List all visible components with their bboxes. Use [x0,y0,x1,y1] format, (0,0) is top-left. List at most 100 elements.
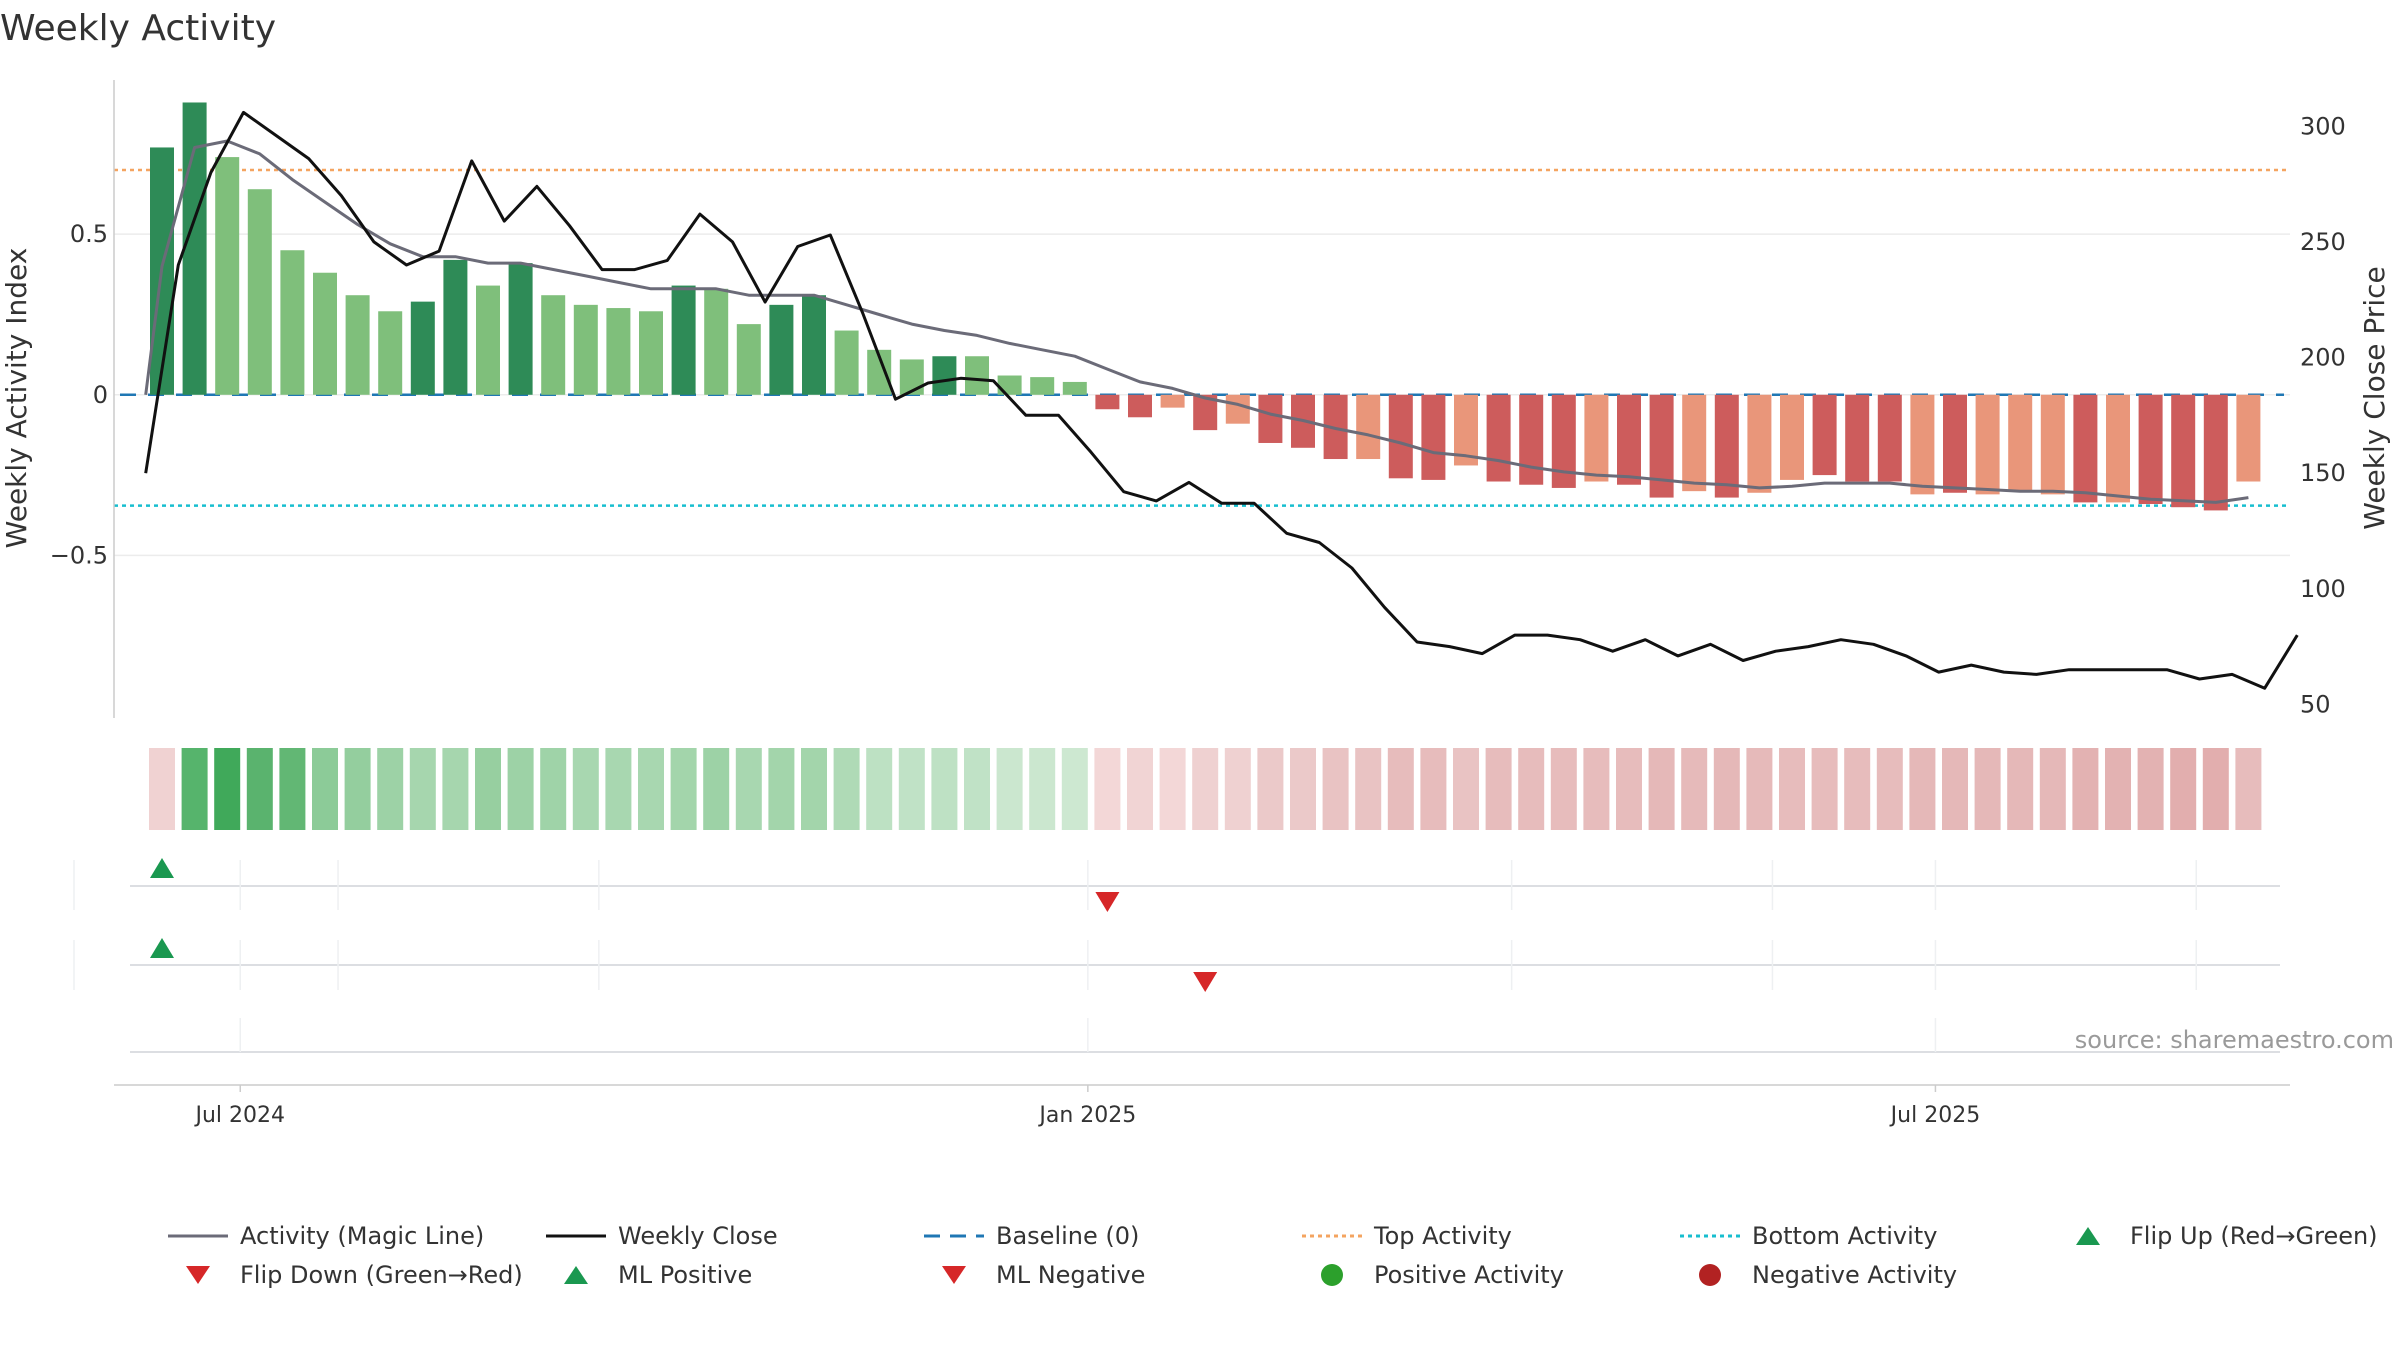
heat-cell [507,748,534,830]
heat-cell [1257,748,1284,830]
right-tick-label: 50 [2300,690,2331,718]
activity-bar [573,304,598,395]
activity-bar [834,330,859,395]
axes: 0.5 0 −0.5 300 250 200 150 100 50 Weekly Activity… [0,80,2391,718]
heat-cell [2039,748,2066,830]
legend-label: ML Positive [618,1261,752,1289]
heat-cell [768,748,795,830]
flip-up-marker [150,858,174,878]
activity-bar [1519,394,1544,485]
heat-cell [670,748,697,830]
legend-label: Activity (Magic Line) [240,1222,484,1250]
heat-cell [2105,748,2131,830]
heat-cell [1779,748,1805,830]
activity-heat-strip [149,748,2262,830]
activity-bar [1714,394,1739,498]
activity-bar [997,375,1022,395]
legend-item: Flip Down (Green→Red) [186,1261,523,1289]
heat-cell [996,748,1023,830]
heat-cell [1453,748,1479,830]
activity-bar [378,311,403,395]
magic-line-series [144,139,2249,504]
heat-cell [312,748,338,830]
legend-label: ML Negative [996,1261,1145,1289]
activity-bar [2203,394,2228,511]
activity-bar [2106,394,2130,503]
activity-bar [476,285,500,395]
right-tick-label: 100 [2300,575,2346,603]
right-tick-label: 250 [2300,228,2346,256]
activity-bar [1943,394,1967,493]
legend-swatch [564,1266,588,1284]
legend-label: Positive Activity [1374,1261,1564,1289]
legend-label: Bottom Activity [1752,1222,1937,1250]
heat-cell [1355,748,1382,830]
legend-item: Weekly Close [546,1222,778,1250]
heat-cell [377,748,404,830]
heat-cell [1681,748,1708,830]
activity-bar [1845,394,1870,482]
legend-swatch [1321,1264,1343,1286]
signal-rows [73,858,2280,1053]
activity-bar [1617,394,1641,485]
heat-cell [1518,748,1545,830]
chart-title: Weekly Activity [0,8,276,49]
activity-bar [1030,377,1055,395]
heat-cell [1844,748,1871,830]
activity-bar [736,324,761,395]
heat-cell [1224,748,1251,830]
activity-bar [215,157,240,395]
legend-item: Bottom Activity [1680,1222,1937,1250]
activity-bar [1062,381,1087,395]
heat-cell [246,748,273,830]
heat-cell [931,748,958,830]
legend-item: Positive Activity [1321,1261,1564,1289]
activity-bar [313,272,337,395]
legend-item: Top Activity [1302,1222,1512,1250]
heat-cell [2170,748,2197,830]
heat-cell [1583,748,1610,830]
activity-bar [1388,394,1413,479]
activity-bar [1812,394,1837,476]
ml-positive-marker [150,938,174,958]
heat-cell [344,748,371,830]
legend-item: ML Negative [942,1261,1145,1289]
legend-swatch [2076,1227,2100,1245]
flip-down-marker [1095,892,1120,912]
heat-cell [1159,748,1186,830]
activity-bar [769,304,794,395]
heat-cell [442,748,469,830]
x-tick-label: Jul 2024 [193,1103,285,1128]
heat-cell [1746,748,1773,830]
activity-bar [2008,394,2033,492]
heat-cell [898,748,925,830]
legend-swatch [942,1266,966,1284]
heat-cell [409,748,436,830]
heat-cell [1127,748,1153,830]
legend-swatch [186,1266,210,1284]
activity-bar [1225,394,1250,424]
legend-item: ML Positive [564,1261,752,1289]
heat-cell [1550,748,1577,830]
heat-cell [1094,748,1121,830]
right-tick-label: 200 [2300,344,2346,372]
activity-bar [280,250,305,395]
x-tick-label: Jul 2025 [1889,1103,1981,1128]
heat-cell [181,748,208,830]
heat-cell [2007,748,2034,830]
heat-cell [1909,748,1936,830]
activity-bar [2138,394,2163,504]
activity-bar [2236,394,2261,482]
heat-cell [801,748,827,830]
heat-cell [1942,748,1968,830]
activity-bar [704,288,729,395]
heat-cell [1974,748,2001,830]
activity-bar [2171,394,2196,508]
heat-cell [2137,748,2164,830]
heat-cell [1192,748,1219,830]
heat-cell [572,748,599,830]
line-series [144,110,2299,690]
heat-cell [540,748,567,830]
left-axis-title: Weekly Activity Index [0,248,33,549]
ml-negative-marker [1193,972,1218,992]
